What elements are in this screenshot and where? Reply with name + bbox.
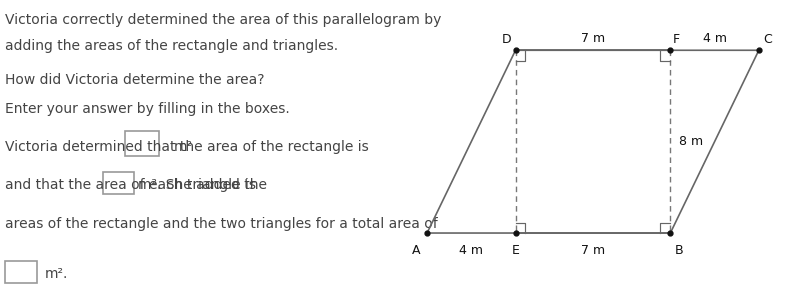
Text: m². She added the: m². She added the	[138, 178, 267, 192]
Text: F: F	[673, 33, 680, 46]
Text: 4 m: 4 m	[459, 244, 483, 257]
Text: Victoria correctly determined the area of this parallelogram by: Victoria correctly determined the area o…	[6, 13, 442, 27]
Text: m².: m².	[45, 267, 68, 281]
Text: 8 m: 8 m	[679, 135, 703, 148]
Text: 7 m: 7 m	[581, 244, 605, 257]
Text: areas of the rectangle and the two triangles for a total area of: areas of the rectangle and the two trian…	[6, 217, 438, 231]
Text: adding the areas of the rectangle and triangles.: adding the areas of the rectangle and tr…	[6, 39, 338, 53]
Text: A: A	[412, 244, 421, 257]
Bar	[125, 131, 159, 156]
Text: D: D	[502, 33, 511, 46]
Text: m²: m²	[174, 140, 193, 154]
Text: B: B	[674, 244, 683, 257]
Text: Victoria determined that the area of the rectangle is: Victoria determined that the area of the…	[6, 140, 369, 154]
Bar	[6, 261, 37, 283]
Text: 4 m: 4 m	[702, 31, 726, 45]
Text: and that the area of each triangle is: and that the area of each triangle is	[6, 178, 257, 192]
Text: C: C	[763, 33, 772, 46]
Text: How did Victoria determine the area?: How did Victoria determine the area?	[6, 73, 265, 87]
Text: E: E	[511, 244, 519, 257]
Text: 7 m: 7 m	[581, 31, 605, 45]
Bar	[103, 172, 134, 194]
Text: Enter your answer by filling in the boxes.: Enter your answer by filling in the boxe…	[6, 102, 290, 116]
